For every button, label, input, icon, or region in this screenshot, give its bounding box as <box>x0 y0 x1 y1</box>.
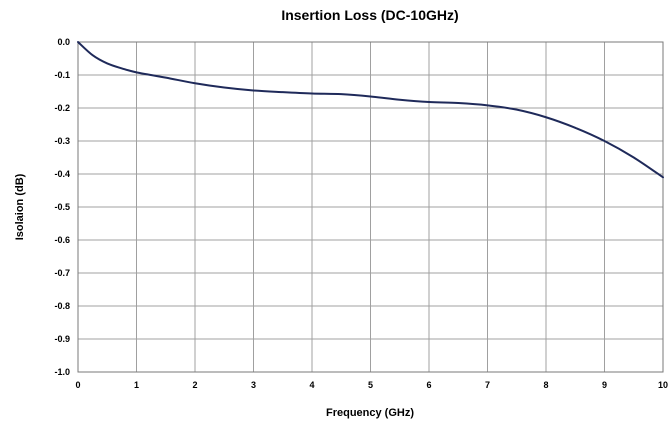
x-tick-label: 6 <box>426 380 431 390</box>
x-axis-ticks: 0 1 2 3 4 5 6 7 8 9 10 <box>75 380 668 390</box>
y-tick-label: -0.4 <box>54 169 70 179</box>
x-tick-label: 0 <box>75 380 80 390</box>
chart-title: Insertion Loss (DC-10GHz) <box>281 7 458 23</box>
y-tick-label: -0.6 <box>54 235 70 245</box>
y-tick-label: -0.1 <box>54 70 70 80</box>
x-tick-label: 8 <box>543 380 548 390</box>
x-tick-label: 1 <box>134 380 139 390</box>
x-tick-label: 7 <box>485 380 490 390</box>
y-tick-label: -0.9 <box>54 334 70 344</box>
x-tick-label: 5 <box>368 380 373 390</box>
x-axis-label: Frequency (GHz) <box>326 407 414 419</box>
y-tick-label: -0.5 <box>54 202 70 212</box>
y-tick-label: -1.0 <box>54 367 70 377</box>
plot-frame <box>77 41 664 373</box>
y-tick-label: -0.7 <box>54 268 70 278</box>
y-tick-label: 0.0 <box>57 37 70 47</box>
y-tick-label: -0.3 <box>54 136 70 146</box>
x-tick-label: 4 <box>309 380 314 390</box>
series-line <box>77 41 664 179</box>
x-tick-label: 3 <box>251 380 256 390</box>
grid <box>77 41 664 373</box>
y-axis-label: Isolaion (dB) <box>14 173 26 240</box>
x-tick-label: 10 <box>658 380 668 390</box>
x-tick-label: 9 <box>602 380 607 390</box>
y-axis-ticks: 0.0 -0.1 -0.2 -0.3 -0.4 -0.5 -0.6 -0.7 -0.8 -0.9 -… <box>54 37 70 377</box>
y-tick-label: -0.8 <box>54 301 70 311</box>
x-tick-label: 2 <box>192 380 197 390</box>
y-tick-label: -0.2 <box>54 103 70 113</box>
